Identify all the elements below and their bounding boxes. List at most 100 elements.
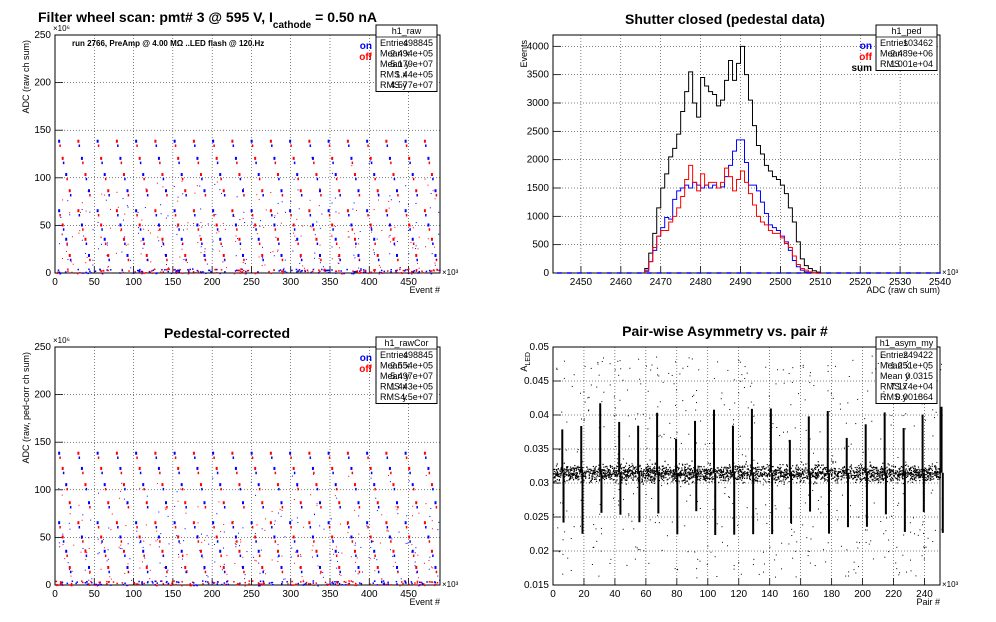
data-point [77, 451, 80, 455]
data-point [697, 469, 699, 472]
data-point [407, 542, 409, 544]
data-point [773, 475, 775, 477]
data-point [560, 474, 562, 476]
data-point [697, 467, 699, 469]
data-point [203, 565, 206, 569]
data-point [798, 474, 801, 477]
data-point [553, 481, 555, 483]
data-point [622, 472, 624, 474]
stats-box [375, 336, 438, 404]
scatter-points [56, 139, 441, 275]
data-point [871, 479, 873, 481]
data-point [178, 540, 180, 543]
data-point [81, 581, 84, 584]
data-point [725, 468, 727, 470]
data-point [96, 584, 99, 587]
data-point [338, 262, 340, 264]
data-point [634, 472, 636, 474]
data-point [358, 238, 360, 240]
data-point [602, 463, 604, 466]
data-point [69, 212, 71, 214]
data-point [279, 508, 281, 510]
data-point [646, 471, 648, 473]
data-point [664, 472, 666, 474]
data-point [378, 199, 380, 201]
data-point [883, 391, 885, 393]
data-point [688, 471, 690, 473]
data-point [262, 505, 264, 509]
data-point [658, 467, 660, 469]
data-point [368, 557, 370, 559]
data-point [357, 189, 360, 193]
data-point [346, 268, 348, 271]
data-point [727, 471, 729, 474]
data-point [327, 269, 329, 272]
data-point [299, 565, 302, 569]
data-point [765, 481, 767, 483]
data-point [226, 581, 228, 583]
data-point [921, 415, 923, 417]
data-point [216, 268, 218, 271]
data-point [858, 465, 860, 467]
data-point [690, 468, 692, 470]
x-axis-label: Event # [409, 597, 440, 607]
data-point [314, 257, 316, 259]
data-point [243, 211, 245, 213]
data-point [768, 478, 770, 481]
data-point [627, 468, 629, 471]
data-point [875, 468, 877, 470]
data-point [243, 188, 245, 190]
data-point [124, 236, 126, 238]
data-point [667, 470, 669, 472]
data-point [937, 473, 939, 475]
data-point [339, 573, 341, 575]
data-point [389, 253, 391, 255]
data-point [356, 557, 358, 559]
data-point [711, 477, 713, 479]
data-point [415, 501, 418, 505]
data-point [733, 568, 735, 570]
data-point [915, 473, 918, 475]
data-point [903, 472, 905, 474]
data-point [569, 475, 572, 477]
data-point [325, 269, 327, 272]
data-point [335, 177, 338, 181]
data-point [884, 477, 886, 479]
data-point [77, 521, 80, 525]
data-point [888, 471, 891, 473]
data-point [680, 473, 683, 475]
data-point [241, 271, 243, 273]
data-point [865, 515, 867, 517]
data-point [156, 530, 158, 532]
data-point [176, 491, 178, 493]
data-point [175, 581, 178, 583]
data-point [918, 472, 921, 474]
stats-box [875, 336, 938, 404]
data-point [124, 572, 126, 574]
data-point [258, 177, 261, 181]
data-point [57, 269, 60, 271]
data-point [271, 581, 274, 584]
data-point [720, 471, 722, 473]
data-point [319, 525, 321, 527]
data-point [405, 525, 408, 529]
data-point [354, 582, 357, 585]
data-point [714, 495, 716, 497]
data-point [245, 270, 247, 273]
data-point [882, 471, 885, 473]
data-point [805, 463, 807, 465]
data-point [675, 480, 677, 482]
data-point [692, 481, 694, 484]
data-point [694, 474, 696, 477]
data-point [913, 469, 916, 471]
data-point [263, 226, 265, 228]
data-point [776, 485, 778, 487]
data-point [718, 481, 720, 484]
data-point [804, 471, 806, 473]
data-point [248, 583, 250, 585]
data-point [602, 475, 604, 477]
data-point [390, 161, 392, 165]
data-point [852, 478, 854, 480]
data-point [766, 474, 769, 476]
data-point [299, 501, 302, 505]
